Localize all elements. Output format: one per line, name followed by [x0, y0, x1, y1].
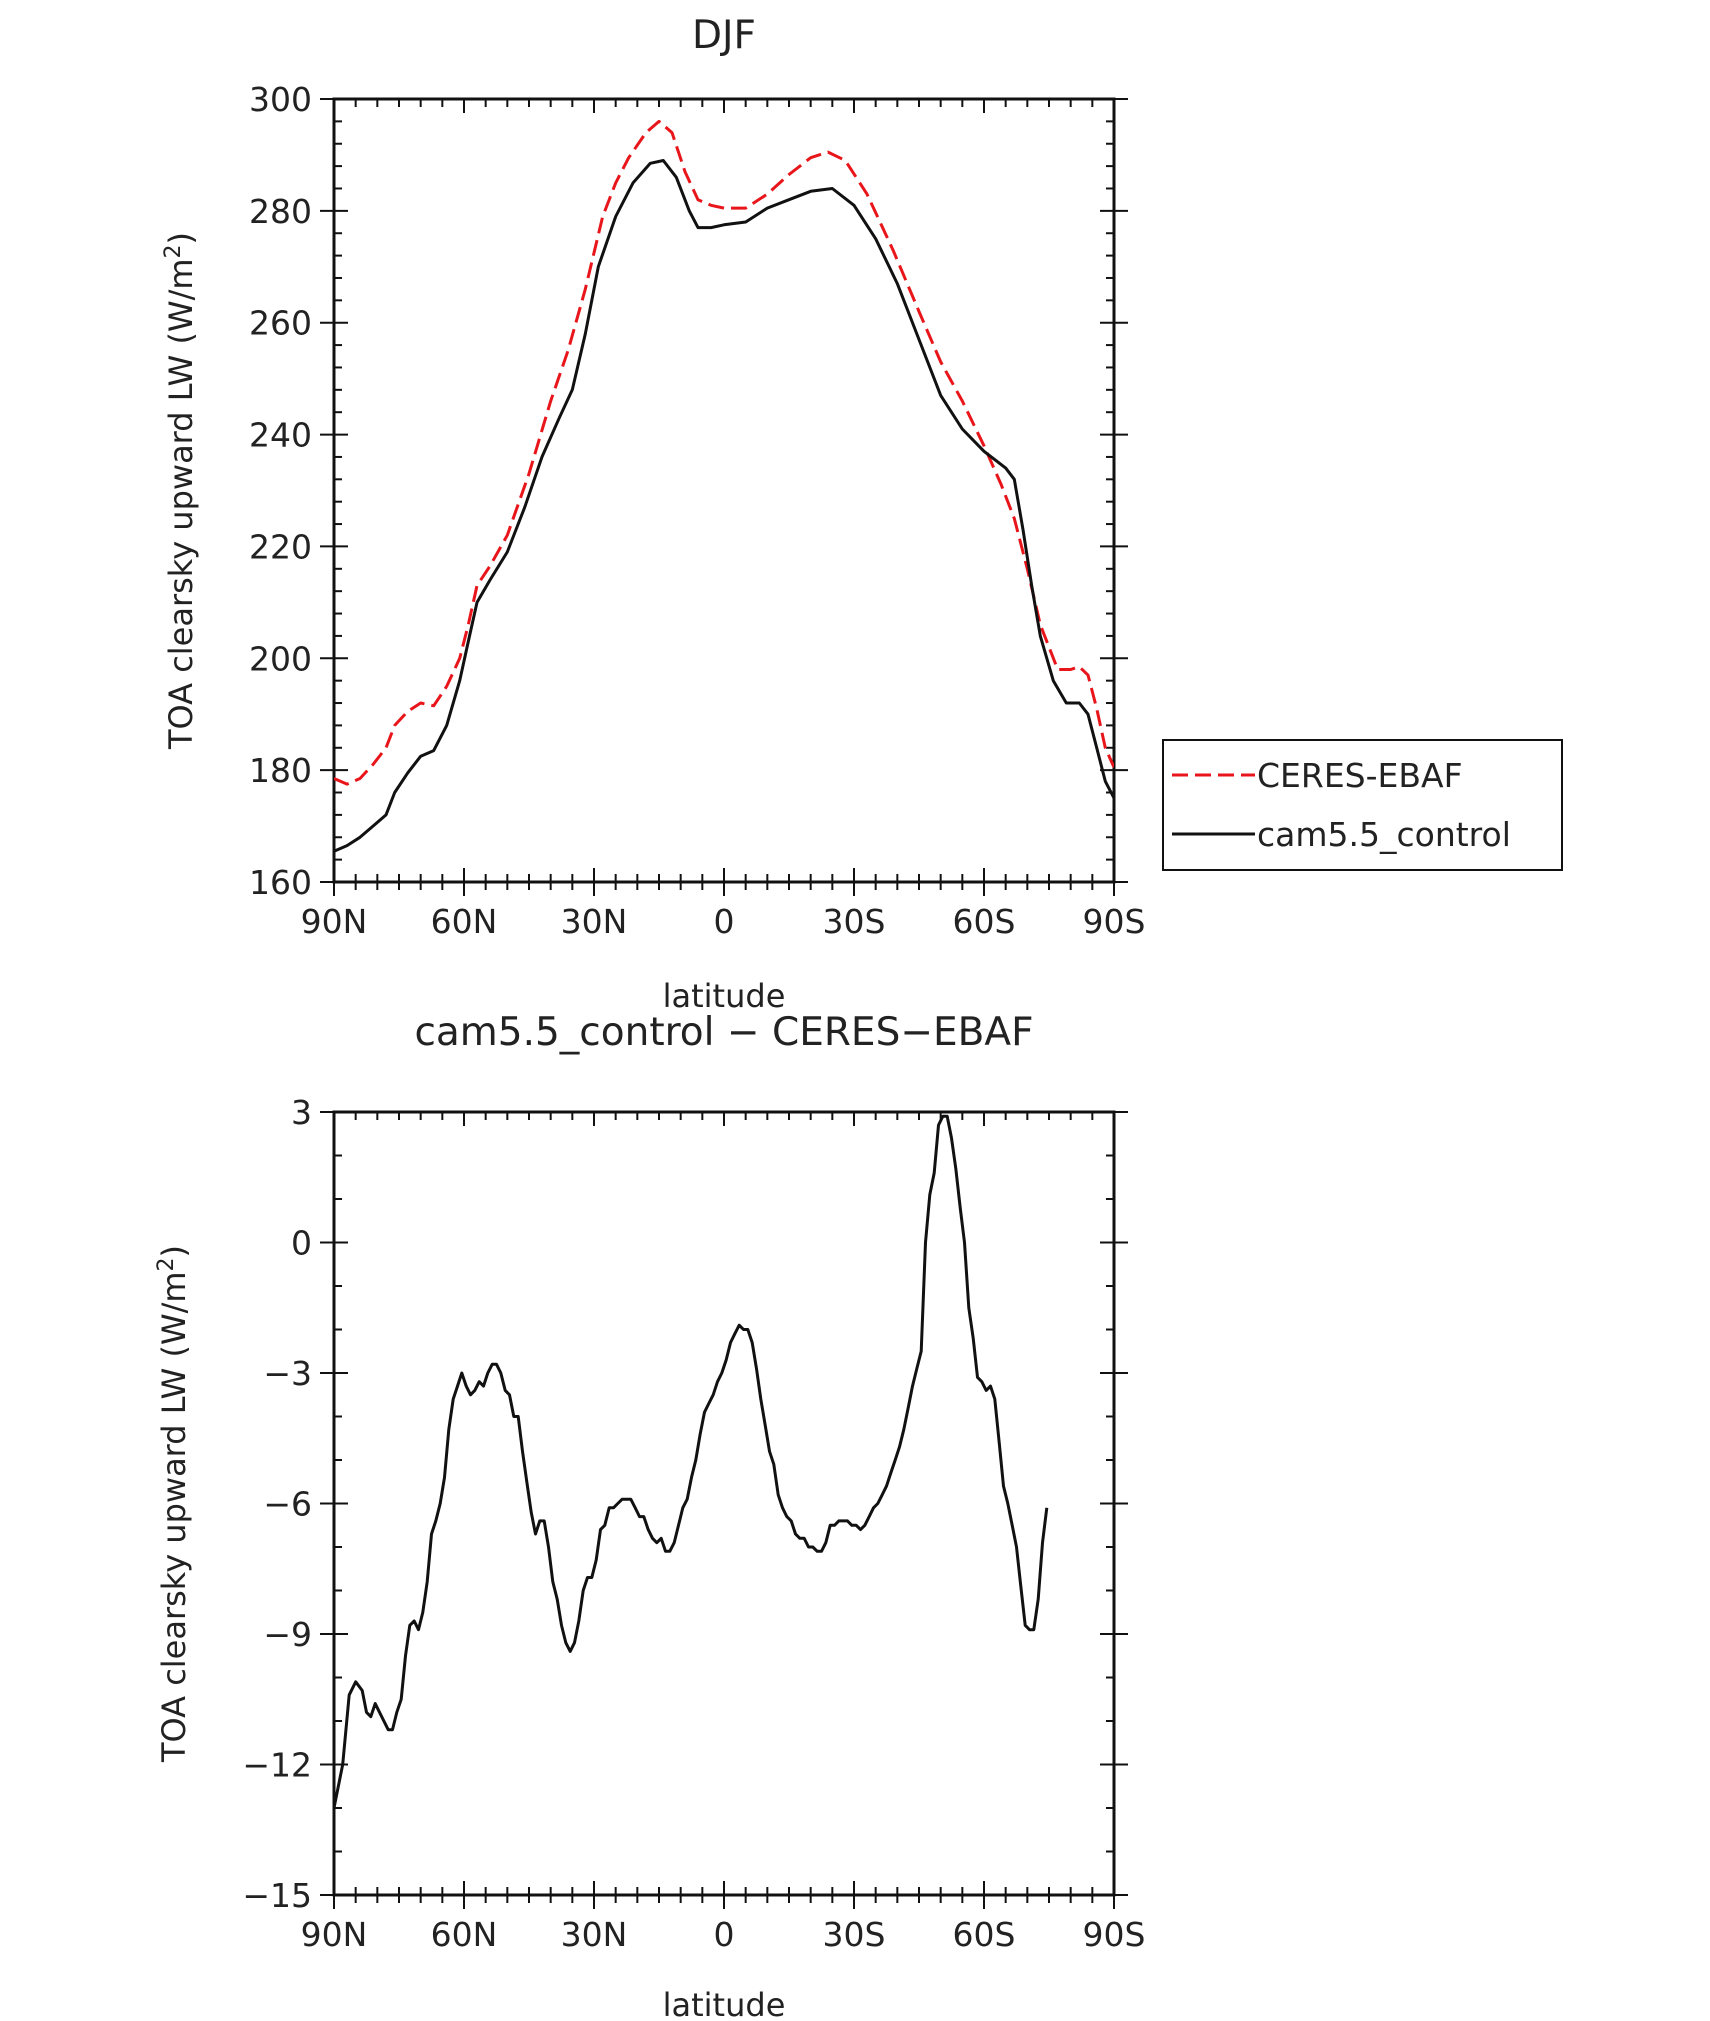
y-axis-label-text: TOA clearsky upward LW (W/m: [162, 258, 200, 750]
y-tick-label: 0: [291, 1224, 312, 1263]
y-tick-label: −6: [263, 1485, 312, 1524]
x-tick-label: 60S: [953, 1915, 1016, 1954]
legend-box: [1162, 739, 1563, 871]
y-tick-label: 220: [249, 527, 312, 566]
x-tick-label: 90S: [1083, 1915, 1146, 1954]
y-axis-label: TOA clearsky upward LW (W/m2): [154, 1245, 193, 1763]
y-tick-label: 260: [249, 304, 312, 343]
y-axis-label-superscript: 2: [154, 1257, 179, 1271]
y-tick-label: 280: [249, 192, 312, 231]
x-tick-label: 30N: [561, 1915, 628, 1954]
y-tick-label: −12: [242, 1746, 312, 1785]
y-tick-label: −3: [263, 1354, 312, 1393]
y-axis-label-end: ): [162, 232, 200, 244]
y-tick-label: 300: [249, 80, 312, 119]
x-tick-label: 60N: [431, 902, 498, 941]
plot-frame: [332, 97, 1116, 884]
legend: CERES-EBAF cam5.5_control: [1162, 739, 1563, 871]
chart-panel-2: cam5.5_control − CERES−EBAF 90N 60N 30N 0 30S…: [154, 1010, 1145, 2021]
x-tick-label: 0: [714, 1915, 735, 1954]
x-axis-label: latitude: [663, 1986, 786, 2021]
y-axis-label: TOA clearsky upward LW (W/m2): [161, 232, 200, 750]
x-tick-label: 30S: [823, 902, 886, 941]
x-tick-label: 30N: [561, 902, 628, 941]
x-tick-label: 90N: [301, 902, 368, 941]
y-tick-label: 180: [249, 751, 312, 790]
x-axis-label: latitude: [663, 977, 786, 1015]
chart-panel-1: DJF 90N 60N 30N 0 30S 60S 90S 160 180 200 220 240 260…: [161, 13, 1145, 1015]
chart-title: DJF: [692, 13, 756, 58]
y-tick-label: 240: [249, 416, 312, 455]
x-tick-label: 0: [714, 902, 735, 941]
x-tick-label: 60N: [431, 1915, 498, 1954]
y-tick-label: 160: [249, 863, 312, 902]
x-tick-label: 30S: [823, 1915, 886, 1954]
series-line-difference: [334, 1114, 1049, 1809]
x-tick-label: 90S: [1083, 902, 1146, 941]
series-line-ceres-ebaf: [334, 119, 1114, 786]
y-tick-label: 3: [291, 1093, 312, 1132]
y-axis-label-end: ): [155, 1245, 193, 1257]
y-axis-label-text: TOA clearsky upward LW (W/m: [155, 1271, 193, 1763]
y-tick-label: −9: [263, 1615, 312, 1654]
plot-frame: [332, 1110, 1116, 1897]
x-tick-label: 90N: [301, 1915, 368, 1954]
series-line-cam5-5-control: [334, 159, 1114, 853]
legend-label: CERES-EBAF: [1257, 756, 1463, 795]
chart-title: cam5.5_control − CERES−EBAF: [414, 1010, 1033, 1055]
y-axis-label-superscript: 2: [161, 244, 186, 258]
y-tick-label: −15: [242, 1876, 312, 1915]
legend-label: cam5.5_control: [1257, 815, 1511, 854]
x-tick-label: 60S: [953, 902, 1016, 941]
y-tick-label: 200: [249, 639, 312, 678]
